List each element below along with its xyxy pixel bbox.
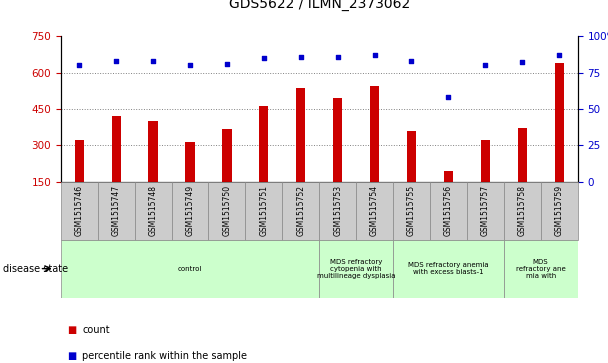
Bar [444, 171, 453, 218]
Bar [296, 88, 305, 218]
FancyBboxPatch shape [430, 182, 467, 240]
Point [480, 62, 490, 68]
Text: GSM1515758: GSM1515758 [518, 185, 527, 236]
Text: GSM1515747: GSM1515747 [112, 185, 120, 236]
Point [296, 54, 306, 60]
Text: GDS5622 / ILMN_2373062: GDS5622 / ILMN_2373062 [229, 0, 410, 11]
Bar [111, 116, 121, 218]
Point [554, 52, 564, 58]
Point [148, 58, 158, 64]
FancyBboxPatch shape [319, 240, 393, 298]
Text: GSM1515749: GSM1515749 [185, 185, 195, 236]
FancyBboxPatch shape [171, 182, 209, 240]
Point [370, 52, 379, 58]
FancyBboxPatch shape [61, 182, 98, 240]
Text: count: count [82, 325, 109, 335]
FancyBboxPatch shape [504, 182, 541, 240]
Text: GSM1515757: GSM1515757 [481, 185, 490, 236]
Text: MDS refractory anemia
with excess blasts-1: MDS refractory anemia with excess blasts… [408, 262, 489, 275]
Point [111, 58, 121, 64]
Bar [223, 130, 232, 218]
FancyBboxPatch shape [98, 182, 134, 240]
Text: GSM1515756: GSM1515756 [444, 185, 453, 236]
FancyBboxPatch shape [541, 182, 578, 240]
Text: ■: ■ [67, 351, 76, 361]
Point [185, 62, 195, 68]
Text: control: control [178, 266, 202, 272]
Point [333, 54, 342, 60]
Text: percentile rank within the sample: percentile rank within the sample [82, 351, 247, 361]
Bar [148, 121, 157, 218]
Text: GSM1515748: GSM1515748 [148, 185, 157, 236]
Point [517, 60, 527, 65]
Text: GSM1515751: GSM1515751 [260, 185, 268, 236]
Text: GSM1515750: GSM1515750 [223, 185, 232, 236]
Point [444, 94, 454, 100]
Text: ■: ■ [67, 325, 76, 335]
Bar [407, 131, 416, 218]
Point [407, 58, 416, 64]
FancyBboxPatch shape [282, 182, 319, 240]
Bar [554, 63, 564, 218]
Point [259, 55, 269, 61]
FancyBboxPatch shape [393, 182, 430, 240]
Bar [185, 142, 195, 218]
FancyBboxPatch shape [61, 240, 319, 298]
Text: GSM1515752: GSM1515752 [296, 185, 305, 236]
Text: GSM1515753: GSM1515753 [333, 185, 342, 236]
Bar [370, 86, 379, 218]
FancyBboxPatch shape [134, 182, 171, 240]
Text: GSM1515754: GSM1515754 [370, 185, 379, 236]
Text: disease state: disease state [3, 264, 68, 274]
FancyBboxPatch shape [209, 182, 246, 240]
Bar [517, 128, 527, 218]
Point [74, 62, 84, 68]
Text: GSM1515755: GSM1515755 [407, 185, 416, 236]
Bar [75, 140, 84, 218]
FancyBboxPatch shape [393, 240, 504, 298]
Point [222, 61, 232, 67]
Bar [259, 106, 269, 218]
FancyBboxPatch shape [356, 182, 393, 240]
Text: GSM1515759: GSM1515759 [554, 185, 564, 236]
FancyBboxPatch shape [246, 182, 282, 240]
FancyBboxPatch shape [504, 240, 578, 298]
Text: MDS refractory
cytopenia with
multilineage dysplasia: MDS refractory cytopenia with multilinea… [317, 258, 395, 279]
Text: GSM1515746: GSM1515746 [75, 185, 84, 236]
Text: MDS
refractory ane
mia with: MDS refractory ane mia with [516, 258, 565, 279]
Bar [333, 98, 342, 218]
Bar [481, 140, 490, 218]
FancyBboxPatch shape [319, 182, 356, 240]
FancyBboxPatch shape [467, 182, 504, 240]
